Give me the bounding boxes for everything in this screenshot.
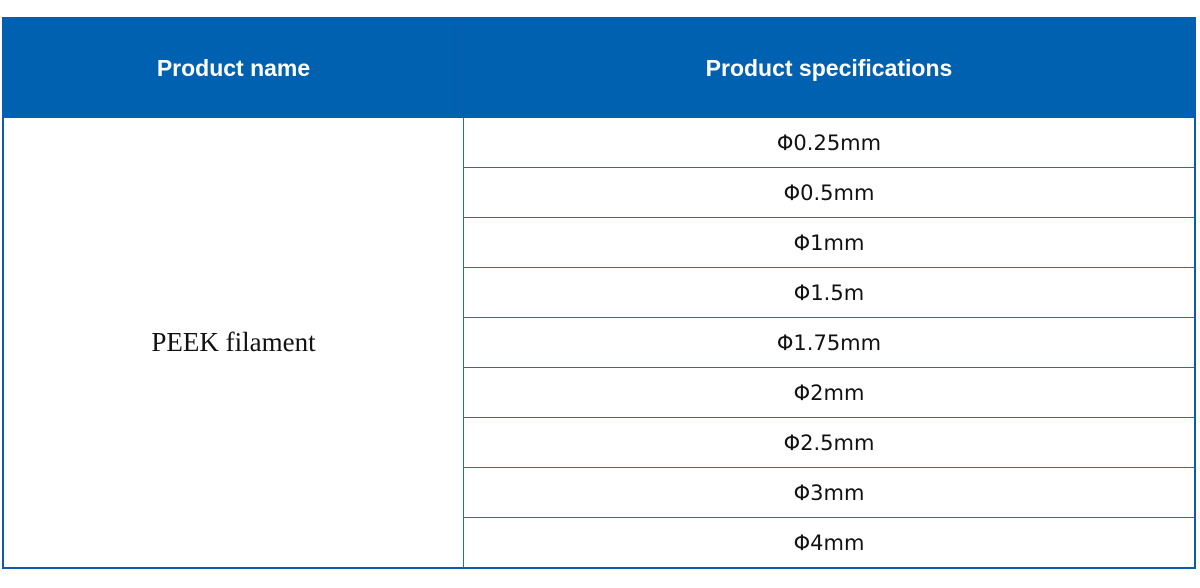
specification-cell: Φ0.25mm (463, 117, 1196, 168)
table-row: Φ1.5m (3, 267, 1196, 318)
table-row: Φ3mm (3, 467, 1196, 518)
specification-cell: Φ2.5mm (463, 417, 1196, 468)
specification-cell: Φ4mm (463, 517, 1196, 569)
specification-cell: Φ2mm (463, 367, 1196, 418)
header-product-name: Product name (2, 17, 464, 118)
table-row: Φ1mm (3, 217, 1196, 268)
specification-cell: Φ0.5mm (463, 167, 1196, 218)
table-row: Φ0.5mm (3, 167, 1196, 218)
header-row: Product name Product specifications (2, 17, 1196, 118)
table-row: PEEK filament Φ0.25mm (2, 117, 1196, 569)
specification-cell: Φ3mm (463, 467, 1196, 518)
specification-cell: Φ1.5m (463, 267, 1196, 318)
table-row: Φ4mm (3, 517, 1196, 569)
table-row: Φ2.5mm (3, 417, 1196, 468)
product-name-cell: PEEK filament (2, 117, 464, 569)
specification-cell: Φ1mm (463, 217, 1196, 268)
header-product-specifications: Product specifications (463, 17, 1196, 118)
specification-cell: Φ1.75mm (463, 317, 1196, 368)
product-spec-table: Product name Product specifications PEEK… (2, 17, 1196, 569)
